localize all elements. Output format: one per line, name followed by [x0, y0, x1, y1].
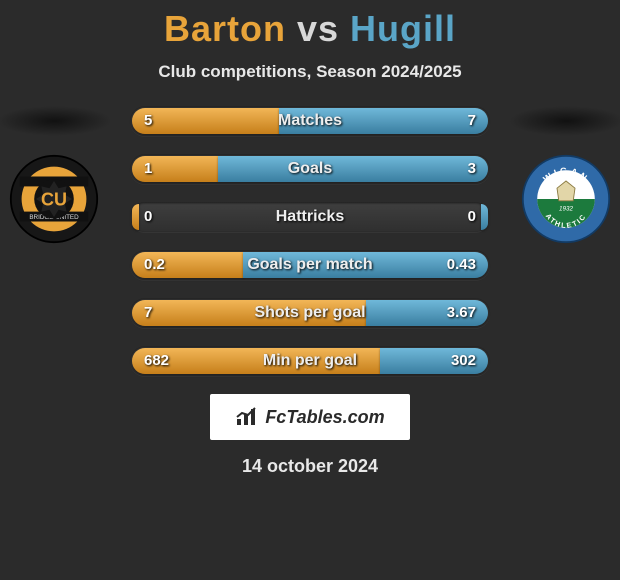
stat-value-left: 7	[144, 298, 152, 328]
stats-chart: Matches5 7 Goals1 3 Hattricks0 0 Goals per mat…	[130, 106, 490, 376]
vs-text: vs	[297, 8, 339, 49]
shadow-ellipse	[0, 106, 112, 136]
stat-value-left: 5	[144, 106, 152, 136]
stat-label: Min per goal	[130, 346, 490, 376]
shadow-ellipse	[509, 106, 620, 136]
crest-right-year: 1932	[559, 206, 574, 213]
stat-label: Goals	[130, 154, 490, 184]
stat-label: Hattricks	[130, 202, 490, 232]
stat-row: Shots per goal7 3.67	[130, 298, 490, 328]
stat-label: Shots per goal	[130, 298, 490, 328]
left-team-column: BRIDGE UNITED CU	[0, 106, 114, 244]
stat-row: Hattricks0 0	[130, 202, 490, 232]
stat-value-right: 7	[468, 106, 476, 136]
stat-value-right: 0.43	[447, 250, 476, 280]
stat-label: Matches	[130, 106, 490, 136]
stat-value-right: 302	[451, 346, 476, 376]
team-crest-right: WIGAN ATHLETIC 1932	[521, 154, 611, 244]
stat-value-left: 0	[144, 202, 152, 232]
stat-row: Matches5 7	[130, 106, 490, 136]
subtitle: Club competitions, Season 2024/2025	[0, 62, 620, 82]
stat-row: Min per goal682 302	[130, 346, 490, 376]
date-text: 14 october 2024	[0, 456, 620, 477]
stat-value-right: 3.67	[447, 298, 476, 328]
stat-value-left: 1	[144, 154, 152, 184]
stat-value-right: 0	[468, 202, 476, 232]
chart-icon	[235, 407, 259, 427]
crest-left-abbrev: CU	[41, 189, 67, 209]
page-title: Barton vs Hugill	[0, 8, 620, 50]
stat-row: Goals1 3	[130, 154, 490, 184]
right-team-column: WIGAN ATHLETIC 1932	[506, 106, 620, 244]
attribution-text: FcTables.com	[265, 407, 384, 428]
player1-name: Barton	[164, 8, 286, 49]
stat-value-left: 0.2	[144, 250, 165, 280]
team-crest-left: BRIDGE UNITED CU	[9, 154, 99, 244]
attribution-badge: FcTables.com	[210, 394, 410, 440]
player2-name: Hugill	[350, 8, 456, 49]
stat-label: Goals per match	[130, 250, 490, 280]
stat-value-left: 682	[144, 346, 169, 376]
stat-value-right: 3	[468, 154, 476, 184]
stat-row: Goals per match0.2 0.43	[130, 250, 490, 280]
